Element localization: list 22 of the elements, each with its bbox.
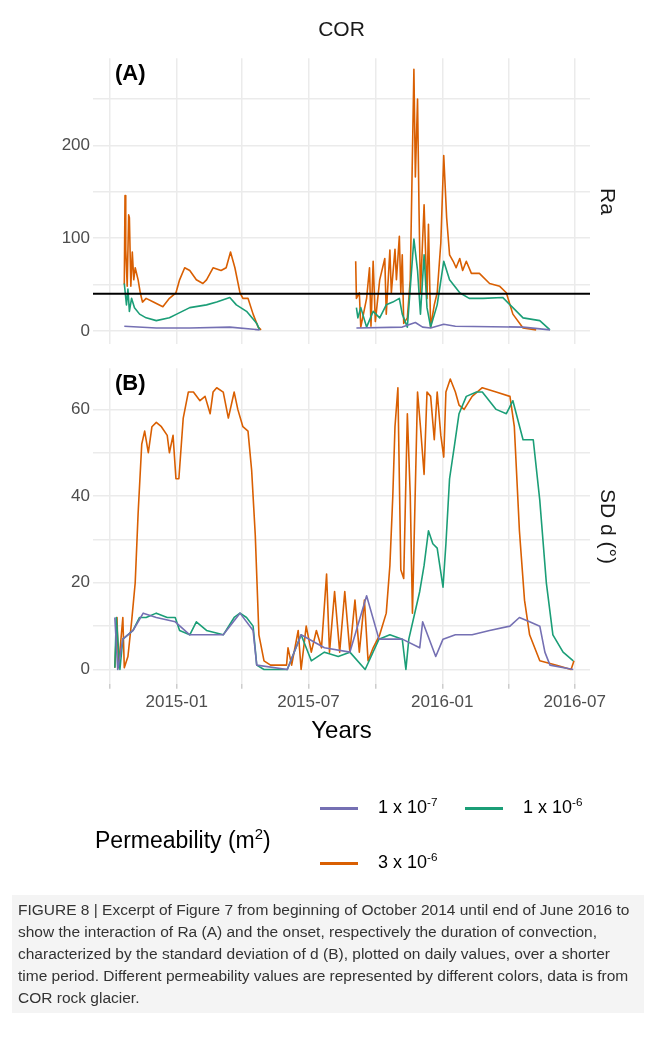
x-tick-label: 2016-07 <box>543 691 606 711</box>
x-tick-label: 2015-07 <box>277 691 340 711</box>
y-axis-title: SD d (°) <box>596 487 620 566</box>
chart-title: COR <box>317 17 366 41</box>
y-tick-label: 40 <box>71 485 90 505</box>
y-tick-label: 0 <box>80 320 90 340</box>
legend-label: 3 x 10$^{-6}$ <box>377 850 438 873</box>
y-tick-label: 20 <box>71 572 90 592</box>
caption: FIGURE 8 | Excerpt of Figure 7 from beginning of October 2014 until end of June 2016 to show the interaction of Ra (A) and the onset, respectively the duration of convection, characterized by the standard deviation of d (B), plotted on daily values, over a shorter time period. Different permeability values are represented by different colors, data is from COR rock glacier. <box>12 895 644 1013</box>
legend-label: 1 x 10$^{-7}$ <box>377 795 438 818</box>
y-tick-label: 0 <box>80 659 90 679</box>
y-tick-label: 200 <box>61 135 90 155</box>
legend-title: Permeability (m$^{2}$) <box>95 825 271 854</box>
annotation: (B) <box>115 370 146 397</box>
x-tick-label: 2016-01 <box>411 691 474 711</box>
x-tick-label: 2015-01 <box>145 691 208 711</box>
y-tick-label: 100 <box>61 227 90 247</box>
y-tick-label: 60 <box>71 399 90 419</box>
x-axis-title: Years <box>311 716 372 744</box>
legend-label: 1 x 10$^{-6}$ <box>522 795 583 818</box>
y-axis-title: Ra <box>596 186 620 217</box>
annotation: (A) <box>115 60 146 87</box>
